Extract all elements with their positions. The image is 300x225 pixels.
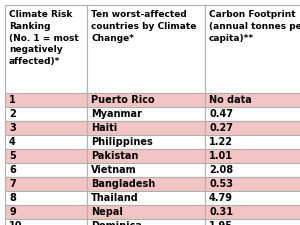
Bar [87, 219, 205, 225]
Bar [87, 205, 205, 219]
Bar [5, 135, 87, 149]
Text: Dominica: Dominica [91, 221, 142, 225]
Text: 8: 8 [9, 193, 16, 203]
Bar [87, 121, 205, 135]
Text: Nepal: Nepal [91, 207, 123, 217]
Text: 4: 4 [9, 137, 16, 147]
Bar [87, 5, 205, 93]
Bar [5, 205, 87, 219]
Bar [205, 121, 300, 135]
Text: 3: 3 [9, 123, 16, 133]
Text: 0.27: 0.27 [209, 123, 233, 133]
Text: Puerto Rico: Puerto Rico [91, 95, 154, 105]
Text: 6: 6 [9, 165, 16, 175]
Text: Vietnam: Vietnam [91, 165, 136, 175]
Text: 10: 10 [9, 221, 22, 225]
Text: 0.31: 0.31 [209, 207, 233, 217]
Text: 1: 1 [9, 95, 16, 105]
Bar [87, 163, 205, 177]
Bar [5, 149, 87, 163]
Text: Ten worst-affected
countries by Climate
Change*: Ten worst-affected countries by Climate … [91, 10, 196, 43]
Bar [5, 121, 87, 135]
Bar [205, 177, 300, 191]
Bar [205, 219, 300, 225]
Text: Bangladesh: Bangladesh [91, 179, 155, 189]
Text: Myanmar: Myanmar [91, 109, 142, 119]
Text: 0.53: 0.53 [209, 179, 233, 189]
Bar [87, 191, 205, 205]
Bar [205, 191, 300, 205]
Text: 7: 7 [9, 179, 16, 189]
Bar [205, 163, 300, 177]
Bar [87, 135, 205, 149]
Text: Climate Risk
Ranking
(No. 1 = most
negatively
affected)*: Climate Risk Ranking (No. 1 = most negat… [9, 10, 79, 66]
Bar [205, 205, 300, 219]
Bar [205, 93, 300, 107]
Text: 1.01: 1.01 [209, 151, 233, 161]
Text: 5: 5 [9, 151, 16, 161]
Bar [87, 177, 205, 191]
Bar [5, 5, 87, 93]
Text: 1.22: 1.22 [209, 137, 233, 147]
Text: Pakistan: Pakistan [91, 151, 138, 161]
Text: 2: 2 [9, 109, 16, 119]
Bar [5, 219, 87, 225]
Bar [5, 163, 87, 177]
Bar [205, 107, 300, 121]
Text: 0.47: 0.47 [209, 109, 233, 119]
Bar [87, 93, 205, 107]
Text: 4.79: 4.79 [209, 193, 233, 203]
Bar [205, 135, 300, 149]
Bar [87, 149, 205, 163]
Bar [5, 191, 87, 205]
Bar [5, 177, 87, 191]
Text: Thailand: Thailand [91, 193, 139, 203]
Text: Philippines: Philippines [91, 137, 153, 147]
Bar [205, 5, 300, 93]
Text: Haiti: Haiti [91, 123, 117, 133]
Bar [5, 93, 87, 107]
Text: No data: No data [209, 95, 252, 105]
Bar [87, 107, 205, 121]
Text: 2.08: 2.08 [209, 165, 233, 175]
Bar [5, 107, 87, 121]
Bar [205, 149, 300, 163]
Text: 1.95: 1.95 [209, 221, 233, 225]
Text: Carbon Footprint
(annual tonnes per
capita)**: Carbon Footprint (annual tonnes per capi… [209, 10, 300, 43]
Text: 9: 9 [9, 207, 16, 217]
